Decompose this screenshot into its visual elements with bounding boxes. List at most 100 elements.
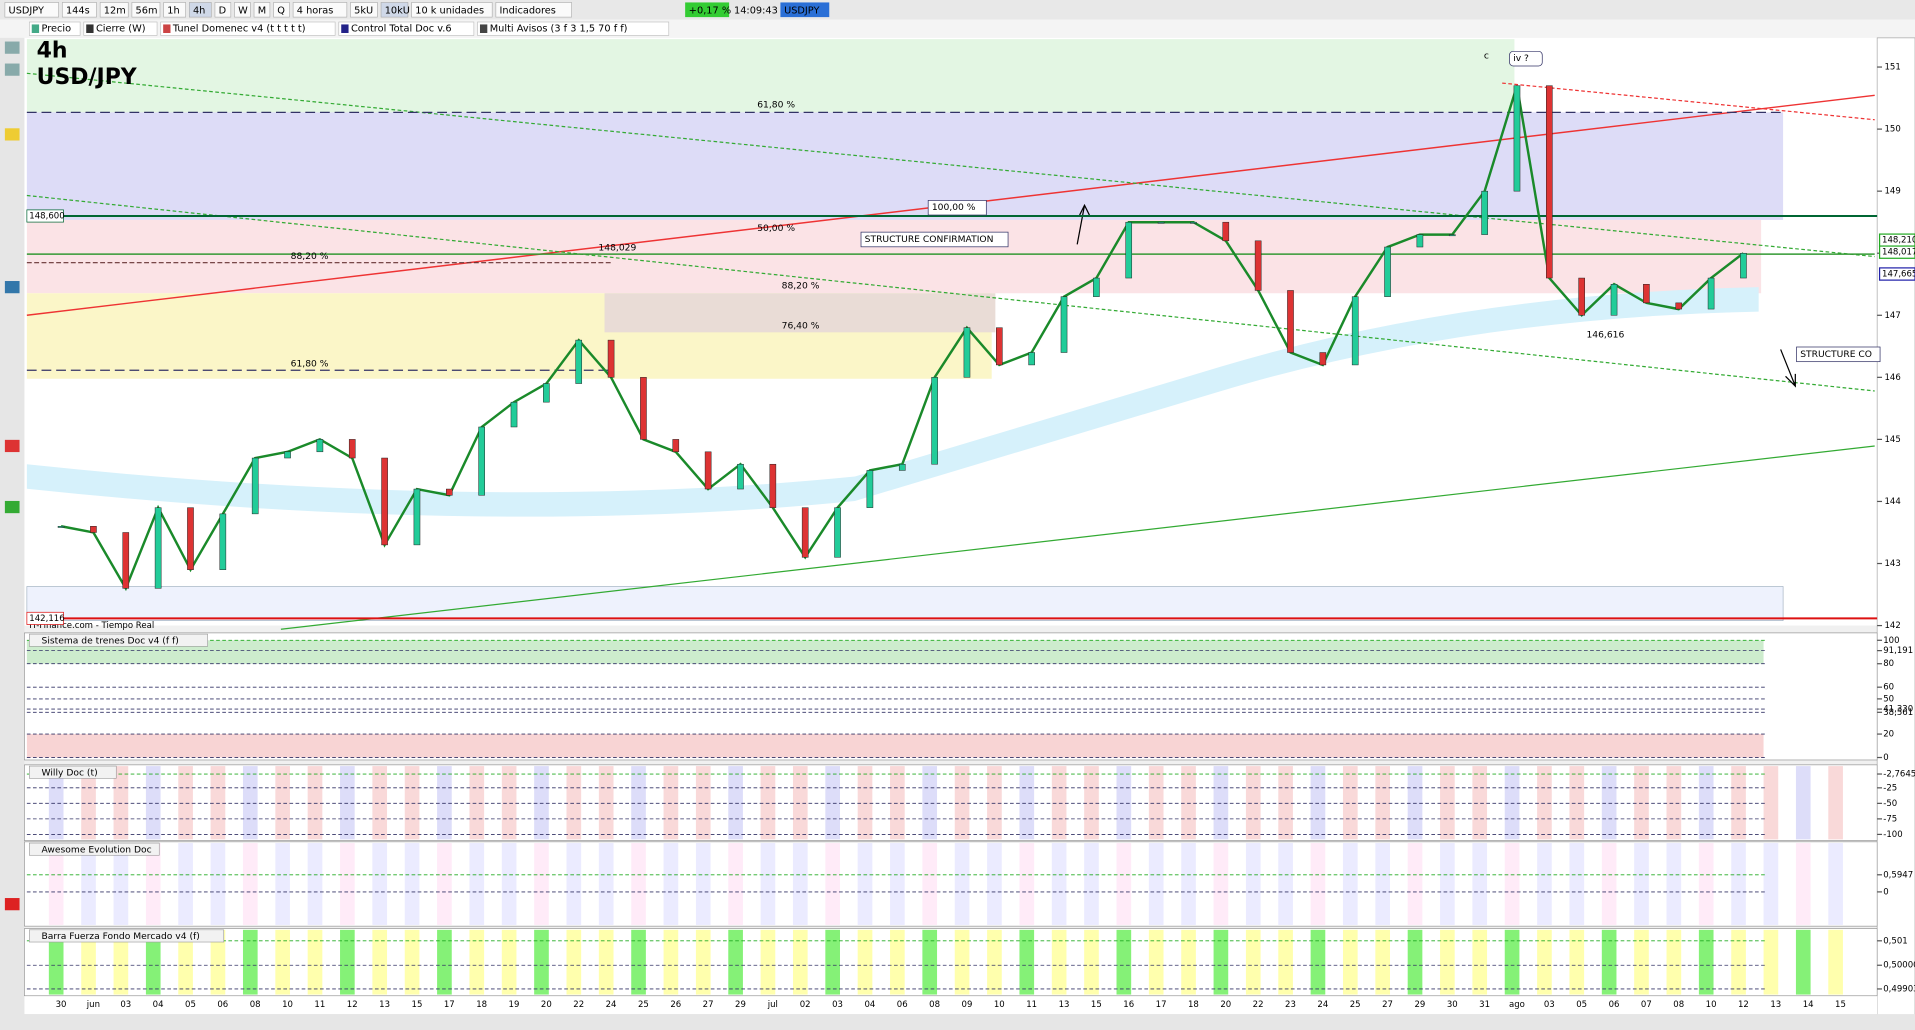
toolbar-label[interactable]: M xyxy=(258,5,266,16)
bar-bg xyxy=(728,766,743,840)
legend-item[interactable] xyxy=(338,21,475,36)
x-tick-label: 03 xyxy=(1544,1000,1555,1010)
bar-bg xyxy=(792,929,808,995)
legend-label[interactable]: Tunel Domenec v4 (t t t t t) xyxy=(172,24,306,35)
bar-bg xyxy=(1148,766,1164,840)
bar-bg xyxy=(1537,929,1552,995)
legend-item[interactable] xyxy=(83,21,158,36)
toolbar-button[interactable] xyxy=(163,2,186,18)
candle xyxy=(348,439,356,459)
toolbar-label[interactable]: 56m xyxy=(136,5,158,16)
bar-bg xyxy=(48,929,64,995)
bar-bg xyxy=(1569,843,1585,925)
tool-icon[interactable] xyxy=(4,439,20,453)
y-tick-label: 144 xyxy=(1884,497,1900,507)
bar-bg xyxy=(1472,843,1488,925)
annotation: 146,616 xyxy=(1586,329,1624,340)
toolbar-button[interactable] xyxy=(4,2,59,18)
x-tick-label: 29 xyxy=(1414,1000,1425,1010)
tool-icon[interactable] xyxy=(4,898,20,911)
toolbar-label[interactable]: 144s xyxy=(66,5,90,16)
toolbar-button[interactable] xyxy=(253,2,271,18)
toolbar-label[interactable]: Q xyxy=(277,5,285,16)
candle xyxy=(251,457,259,515)
toolbar-label[interactable]: 4 horas xyxy=(297,5,334,16)
tool-icon[interactable] xyxy=(4,63,20,76)
toolbar-button[interactable] xyxy=(411,2,493,18)
candle xyxy=(1093,277,1100,297)
toolbar-button[interactable] xyxy=(495,2,572,18)
candle xyxy=(769,463,777,508)
bar-bg xyxy=(598,929,614,995)
x-tick-label: 11 xyxy=(314,1000,325,1010)
bar-bg xyxy=(1407,766,1423,840)
x-tick-label: 25 xyxy=(638,1000,649,1010)
toolbar-button[interactable] xyxy=(131,2,161,18)
bar-bg xyxy=(469,929,485,995)
toolbar-button[interactable] xyxy=(234,2,251,18)
bar-bg xyxy=(1569,929,1585,995)
bar-bg xyxy=(598,766,614,840)
price-label: 148,017 xyxy=(1882,248,1915,258)
bar-bg xyxy=(1698,766,1714,840)
legend-label[interactable]: Multi Avisos (3 f 3 1,5 70 f f) xyxy=(490,24,628,35)
legend-label[interactable]: Precio xyxy=(42,24,72,35)
toolbar-label[interactable]: D xyxy=(219,5,227,16)
bar-bg xyxy=(1245,766,1261,840)
y-tick-label: 38,561 xyxy=(1883,708,1913,718)
y-tick-label: 80 xyxy=(1883,659,1894,669)
candle xyxy=(1481,190,1488,235)
bar-bg xyxy=(501,766,517,840)
candle xyxy=(1384,246,1391,297)
toolbar-label[interactable]: 4h xyxy=(193,5,205,16)
legend-label[interactable]: Cierre (W) xyxy=(96,24,146,35)
toolbar-button[interactable] xyxy=(273,2,290,18)
toolbar-button[interactable] xyxy=(350,2,378,18)
annotation: 148,029 xyxy=(598,243,636,254)
toolbar-label[interactable]: 12m xyxy=(104,5,126,16)
bar-bg xyxy=(663,843,679,925)
candle xyxy=(801,507,809,558)
bar-bg xyxy=(404,766,420,840)
toolbar-button[interactable] xyxy=(61,2,97,18)
x-tick-label: 23 xyxy=(1285,1000,1296,1010)
toolbar-button[interactable] xyxy=(188,2,212,18)
tool-icon[interactable] xyxy=(4,128,20,141)
toolbar-button[interactable] xyxy=(99,2,129,18)
toolbar-label[interactable]: 1h xyxy=(167,5,179,16)
candle xyxy=(996,327,1003,366)
toolbar-label[interactable]: 5kU xyxy=(354,5,373,16)
toolbar-label[interactable]: Indicadores xyxy=(500,5,556,16)
toolbar-label[interactable]: W xyxy=(238,5,248,16)
toolbar-button[interactable] xyxy=(380,2,409,18)
annotation: STRUCTURE CO xyxy=(1800,349,1872,360)
arrow xyxy=(1076,203,1090,245)
toolbar-label[interactable]: 10 k unidades xyxy=(415,5,484,16)
candle xyxy=(1319,352,1327,366)
toolbar-button[interactable] xyxy=(292,2,348,18)
legend-item[interactable] xyxy=(477,21,670,36)
bar-bg xyxy=(372,929,388,995)
toolbar-button[interactable] xyxy=(214,2,232,18)
bar-bg xyxy=(631,843,646,925)
bar-bg xyxy=(1601,843,1617,925)
y-tick-label: 0,5947 xyxy=(1883,870,1913,880)
legend-item[interactable] xyxy=(160,21,336,36)
bar-bg xyxy=(145,843,161,925)
tool-icon[interactable] xyxy=(4,500,20,514)
bar-bg xyxy=(210,843,226,925)
y-tick-label: -75 xyxy=(1883,814,1897,824)
bar-bg xyxy=(1375,929,1390,995)
toolbar-label[interactable]: USDJPY xyxy=(9,5,44,16)
bar-bg xyxy=(1407,929,1423,995)
legend-item[interactable] xyxy=(29,21,81,36)
tool-icon[interactable] xyxy=(4,281,20,294)
legend-label[interactable]: Control Total Doc v.6 xyxy=(351,24,452,35)
bar-bg xyxy=(1828,843,1843,925)
tool-icon[interactable] xyxy=(4,41,20,54)
toolbar-label[interactable]: 10kU xyxy=(385,5,410,16)
candle xyxy=(1610,284,1618,316)
legend-swatch xyxy=(86,24,94,33)
panel xyxy=(24,841,1878,927)
candle xyxy=(187,507,194,570)
